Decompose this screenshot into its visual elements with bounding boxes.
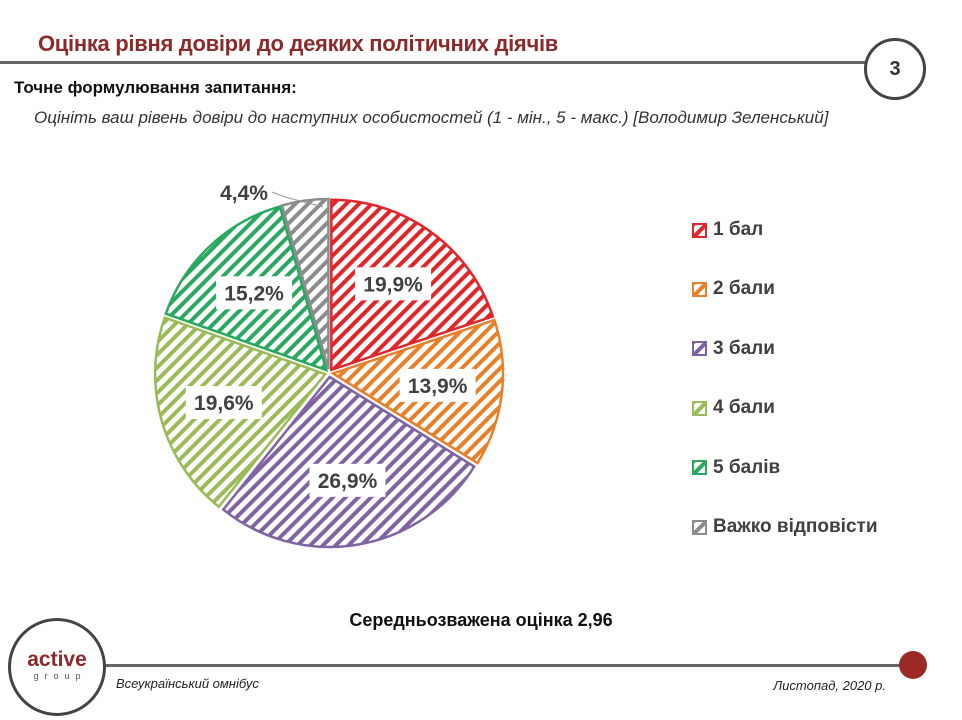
data-label-bg (355, 267, 432, 301)
data-label-bg (185, 386, 262, 420)
legend-item: 2 бали (692, 278, 775, 300)
weighted-average: Середньозважена оцінка 2,96 (349, 610, 613, 630)
legend-label: 4 бали (713, 397, 775, 419)
data-label: 19,6% (194, 392, 254, 415)
leader-line (271, 191, 324, 208)
header-divider (0, 61, 866, 64)
legend-item: 3 бали (692, 338, 775, 360)
legend-swatch (692, 281, 707, 297)
data-label-bg (216, 276, 293, 310)
data-label: 4,4% (220, 182, 268, 205)
legend-swatch (692, 400, 707, 416)
question-text: Оцініть ваш рівень довіри до наступних о… (34, 108, 829, 127)
logo-sub-text: group (33, 671, 87, 681)
legend-label: 1 бал (713, 219, 764, 240)
footer-dot (899, 651, 927, 679)
pie-slice-3 (221, 375, 476, 549)
footer-survey-name: Всеукраїнський омнібус (116, 676, 259, 691)
legend-item: 5 балів (692, 457, 780, 479)
legend-label: Важко відповісти (713, 516, 878, 537)
slide-title: Оцінка рівня довіри до деяких політичних… (38, 31, 558, 56)
logo-main-text: active (27, 648, 87, 671)
data-label: 26,9% (318, 470, 378, 493)
page-number: 3 (889, 57, 901, 80)
data-label-bg (309, 463, 386, 497)
question-label: Точне формулювання запитання: (14, 78, 297, 97)
legend-item: Важко відповісти (692, 516, 878, 538)
legend-swatch (692, 341, 707, 357)
page-number-badge: 3 (864, 38, 926, 100)
data-label-bg (399, 368, 476, 402)
legend-label: 5 балів (713, 456, 781, 478)
legend-swatch (692, 460, 707, 476)
data-label: 15,2% (224, 282, 284, 305)
active-group-logo: active group (8, 618, 106, 716)
data-label: 13,9% (408, 375, 468, 398)
pie-slice-6 (280, 197, 330, 370)
legend-item: 4 бали (692, 397, 775, 419)
footer-date: Листопад, 2020 р. (773, 678, 886, 693)
data-label: 19,9% (363, 273, 423, 296)
legend-swatch (692, 222, 707, 238)
footer-divider (103, 664, 903, 667)
legend-label: 2 бали (713, 278, 775, 300)
legend-item: 1 бал (692, 219, 763, 241)
legend-swatch (692, 519, 707, 535)
legend-label: 3 бали (713, 337, 775, 359)
